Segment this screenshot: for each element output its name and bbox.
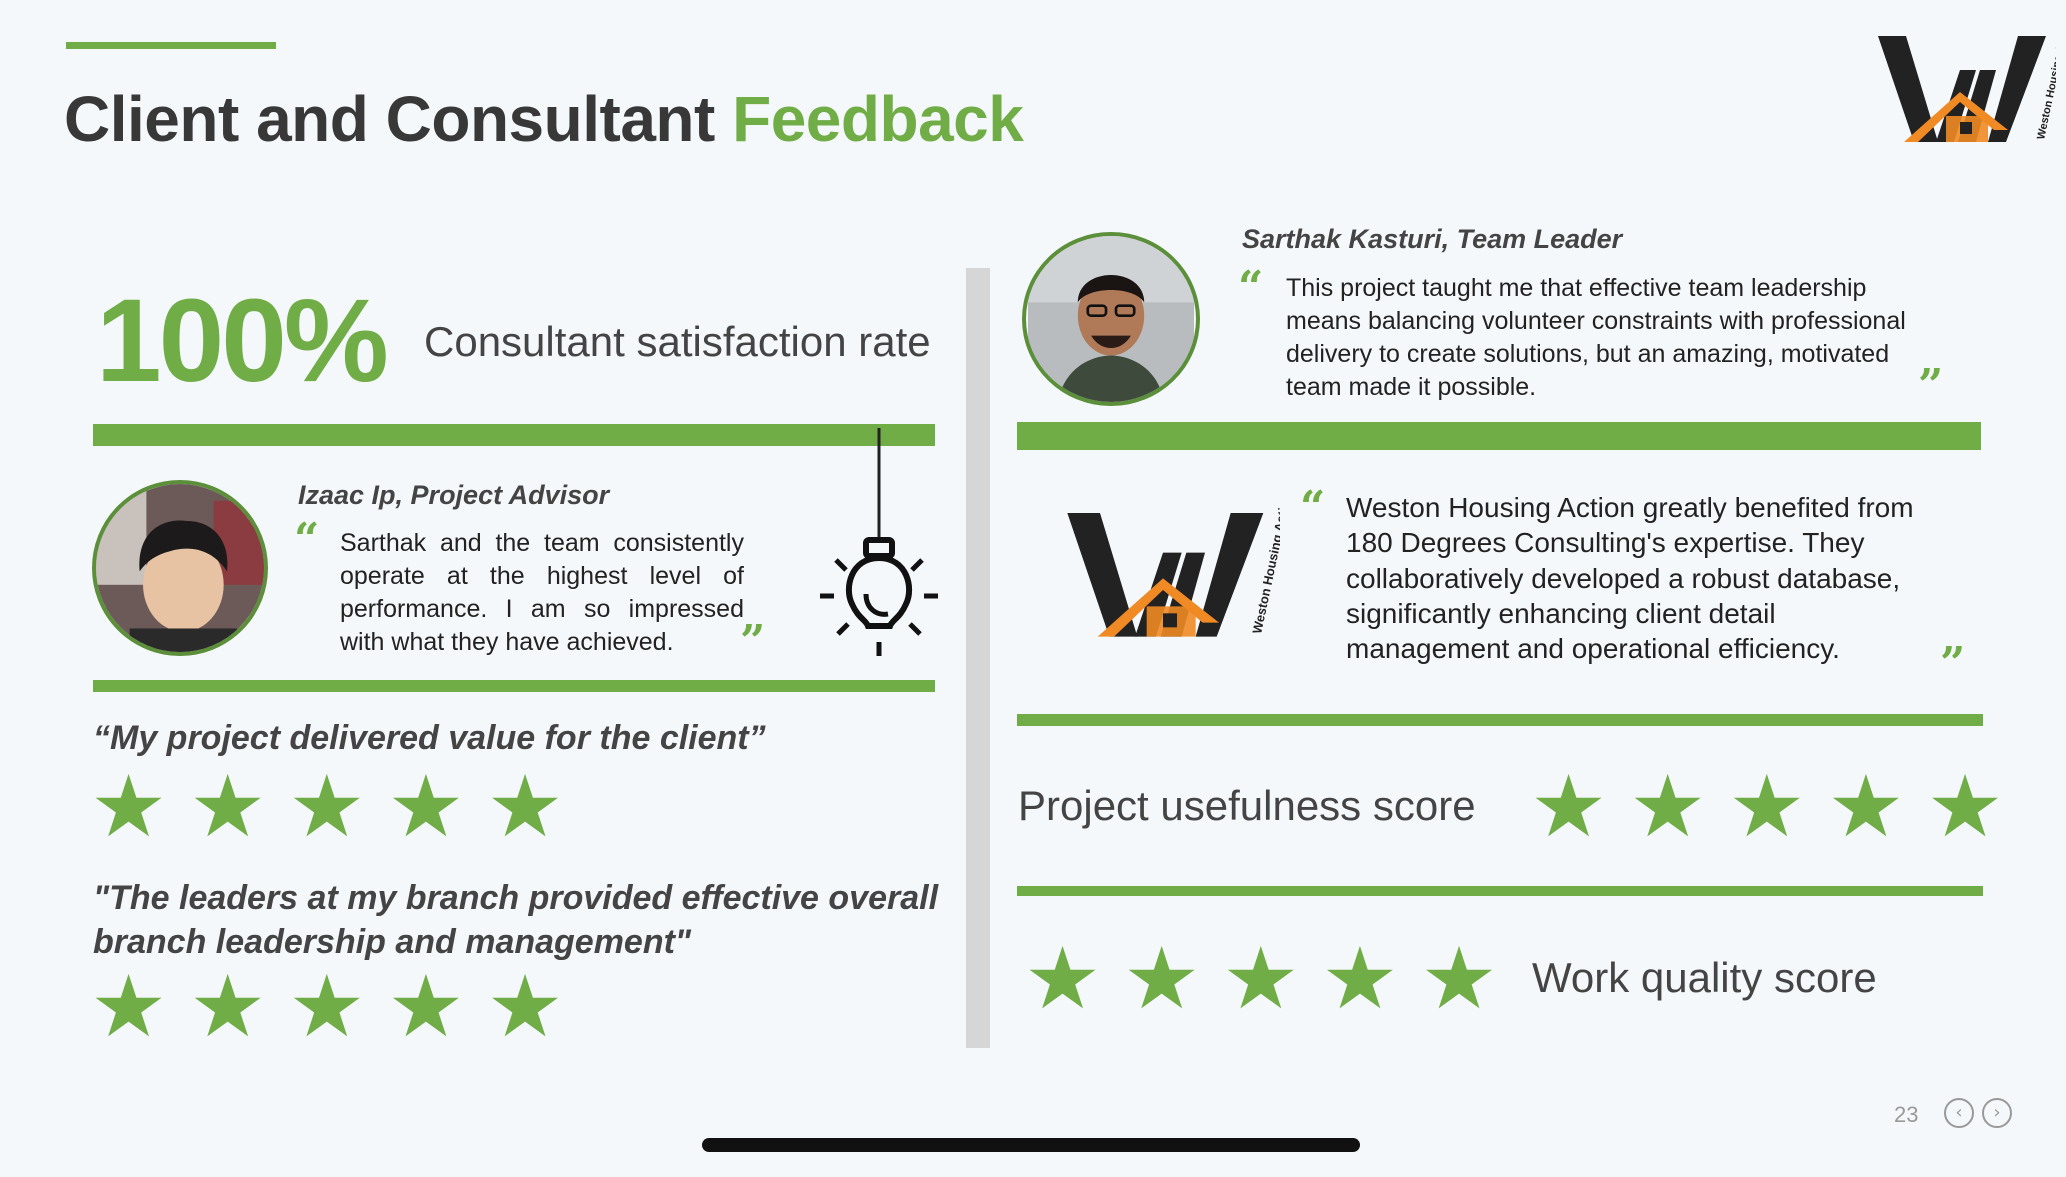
quote-close-icon: ” [1940, 638, 1966, 689]
page-number: 23 [1894, 1102, 1919, 1127]
satisfaction-percent: 100% [96, 275, 389, 407]
brand-logo: Weston Housing Action [1876, 17, 2066, 150]
star-icon: ★ [1420, 929, 1498, 1029]
satisfaction-label: Consultant satisfaction rate [424, 318, 931, 365]
star-icon: ★ [288, 757, 366, 857]
star-icon: ★ [1530, 757, 1608, 857]
title-accent-bar [66, 42, 276, 49]
star-icon: ★ [1728, 757, 1806, 857]
title-main: Client and Consultant [64, 83, 733, 155]
leader-name: Sarthak Kasturi, Team Leader [1242, 224, 1623, 254]
quote-open-icon: “ [294, 514, 320, 565]
advisor-avatar [92, 480, 268, 656]
quote-open-icon: “ [1238, 262, 1264, 313]
leader-avatar [1022, 232, 1200, 406]
page-title: Client and Consultant Feedback [64, 82, 1024, 156]
advisor-name: Izaac Ip, Project Advisor [298, 480, 610, 510]
column-divider [966, 268, 990, 1048]
star-icon: ★ [1222, 929, 1300, 1029]
lightbulb-icon [816, 428, 942, 658]
section-bar [93, 680, 935, 692]
title-accent-word: Feedback [732, 83, 1024, 155]
home-indicator[interactable] [702, 1138, 1360, 1152]
quote-open-icon: “ [1300, 482, 1326, 533]
star-icon: ★ [90, 957, 168, 1057]
quote-close-icon: ” [740, 616, 766, 667]
star-icon: ★ [486, 757, 564, 857]
quality-label: Work quality score [1532, 954, 1877, 1001]
star-icon: ★ [486, 957, 564, 1057]
section-bar [93, 424, 935, 446]
section-bar [1017, 714, 1983, 726]
section-bar [1017, 886, 1983, 896]
usefulness-stars: ★ ★ ★ ★ ★ [1530, 764, 2004, 850]
star-icon: ★ [1629, 757, 1707, 857]
leader-quote: This project taught me that effective te… [1286, 274, 1906, 401]
quote-close-icon: ” [1918, 360, 1944, 411]
client-logo: Weston Housing Action [1060, 491, 1294, 646]
star-icon: ★ [90, 757, 168, 857]
star-icon: ★ [1827, 757, 1905, 857]
star-icon: ★ [1123, 929, 1201, 1029]
advisor-quote: Sarthak and the team consistently operat… [340, 529, 744, 656]
value-stars: ★ ★ ★ ★ ★ [90, 764, 564, 850]
next-slide-icon[interactable]: › [1982, 1098, 2012, 1128]
quality-stars: ★ ★ ★ ★ ★ [1024, 936, 1498, 1022]
star-icon: ★ [387, 757, 465, 857]
leadership-statement: "The leaders at my branch provided effec… [93, 879, 939, 962]
star-icon: ★ [189, 957, 267, 1057]
value-statement: “My project delivered value for the clie… [93, 719, 766, 757]
star-icon: ★ [1926, 757, 2004, 857]
prev-slide-icon[interactable]: ‹ [1944, 1098, 1974, 1128]
star-icon: ★ [288, 957, 366, 1057]
star-icon: ★ [387, 957, 465, 1057]
usefulness-label: Project usefulness score [1018, 782, 1476, 829]
star-icon: ★ [189, 757, 267, 857]
star-icon: ★ [1024, 929, 1102, 1029]
client-quote: Weston Housing Action greatly benefited … [1346, 492, 1914, 665]
star-icon: ★ [1321, 929, 1399, 1029]
leadership-stars: ★ ★ ★ ★ ★ [90, 964, 564, 1050]
section-bar [1017, 422, 1981, 450]
